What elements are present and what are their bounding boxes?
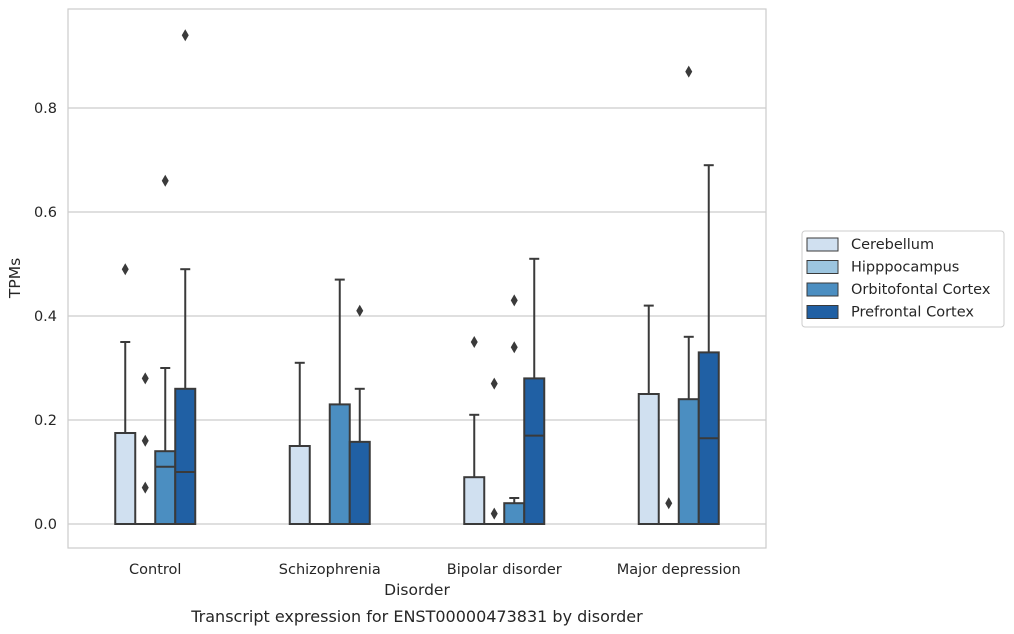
outlier-point [510,341,518,354]
box-rect [348,440,371,525]
y-tick-label: 0.6 [34,205,57,221]
outlier-point [490,377,498,390]
outlier-point [141,481,149,494]
box-group [637,304,660,525]
outlier-point [181,29,189,42]
legend: Cerebellum Hipppocampus Orbitofontal Corte… [801,230,1005,328]
box-rect [637,393,660,525]
box-rect [328,403,351,525]
box-group [523,257,546,525]
boxes [114,164,720,526]
box-group [154,367,177,526]
box-group [677,335,700,526]
legend-swatch [806,305,839,319]
box-group [114,341,137,525]
outlier-point [356,304,364,317]
x-tick-label: Control [129,562,181,578]
box-group [348,387,371,525]
box-rect [154,450,177,526]
y-tick-label: 0.0 [34,517,57,533]
box-rect [523,377,546,525]
legend-swatch [806,237,839,252]
legend-label: Cerebellum [851,237,934,253]
box-group [463,413,486,526]
outlier-point [490,507,498,520]
plot-area-frame [67,8,767,549]
box-rect [174,387,197,525]
x-axis-title: Disorder [384,581,450,599]
outlier-point [121,263,129,276]
box-rect [463,476,486,526]
legend-swatch [806,282,839,297]
legend-swatch [806,260,839,274]
legend-label: Prefrontal Cortex [851,305,974,321]
box-rect [503,502,526,526]
x-tick-label: Schizophrenia [279,562,381,578]
y-axis-title: TPMs [6,258,24,299]
outlier-point [161,174,169,187]
y-tick-label: 0.4 [34,309,57,325]
box-group [503,497,526,526]
box-rect [288,445,311,525]
outlier-point [665,497,673,510]
box-group [174,268,197,525]
outlier-point [685,65,693,78]
x-axis-ticks: Control Schizophrenia Bipolar disorder Majo… [129,562,741,578]
outliers [121,29,693,520]
y-axis-ticks: 0.0 0.2 0.4 0.6 0.8 [34,101,57,533]
x-tick-label: Bipolar disorder [447,562,562,578]
box-group [288,361,311,525]
y-tick-label: 0.8 [34,101,57,117]
legend-label: Orbitofontal Cortex [851,282,991,298]
outlier-point [470,336,478,348]
box-rect [677,398,700,526]
box-rect [114,432,137,525]
outlier-point [141,434,149,447]
x-tick-label: Major depression [617,562,741,578]
y-tick-label: 0.2 [34,413,57,429]
outlier-point [510,294,518,307]
figure-caption: Transcript expression for ENST0000047383… [190,607,643,626]
legend-frame [801,230,1005,328]
outlier-point [141,372,149,385]
box-group [697,164,720,525]
legend-label: Hipppocampus [851,260,959,276]
